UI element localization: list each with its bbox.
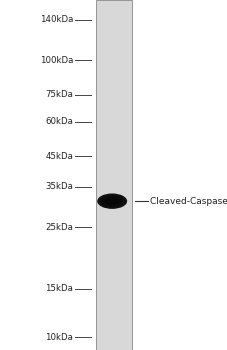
Bar [95, 0, 132, 350]
Ellipse shape [101, 195, 123, 207]
Text: Cleaved-Caspase 3 p17: Cleaved-Caspase 3 p17 [150, 197, 227, 206]
Text: 45kDa: 45kDa [45, 152, 73, 161]
Text: 60kDa: 60kDa [45, 117, 73, 126]
Text: 25kDa: 25kDa [45, 223, 73, 232]
Text: 100kDa: 100kDa [39, 56, 73, 65]
Text: 75kDa: 75kDa [45, 90, 73, 99]
Text: 140kDa: 140kDa [39, 15, 73, 24]
Text: 35kDa: 35kDa [45, 182, 73, 191]
Ellipse shape [97, 194, 127, 209]
Text: 15kDa: 15kDa [45, 284, 73, 293]
Text: 10kDa: 10kDa [45, 333, 73, 342]
Ellipse shape [104, 197, 119, 205]
